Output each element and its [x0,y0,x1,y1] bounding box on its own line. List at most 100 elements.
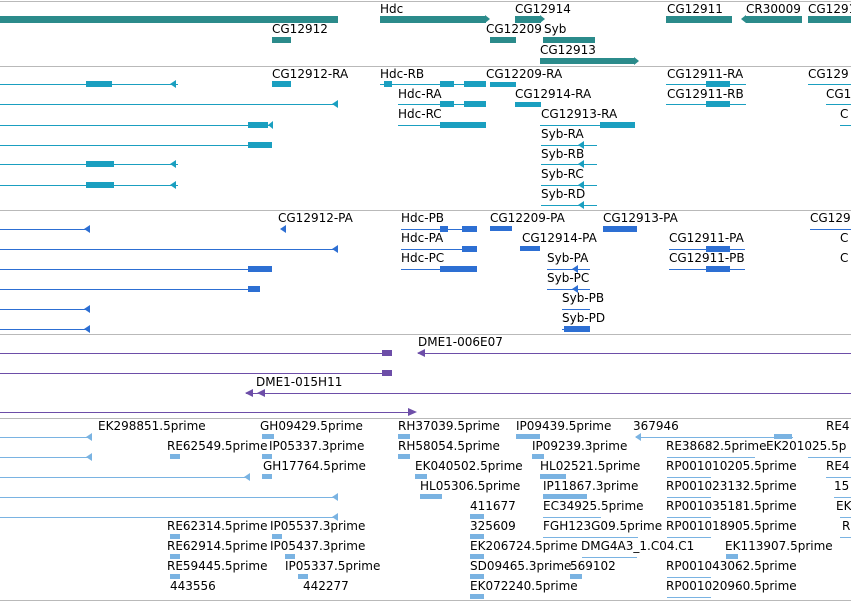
gene-label: CG1291 [808,2,851,16]
protein-feature[interactable] [603,226,637,232]
transcript-feature[interactable] [541,145,597,146]
est-feature[interactable] [582,557,637,558]
est-feature[interactable] [470,554,484,559]
est-feature[interactable] [840,537,851,538]
gene-feature[interactable] [746,16,802,23]
est-feature[interactable] [298,574,308,579]
protein-label: CG12911-PB [669,251,745,265]
protein-feature[interactable] [0,309,90,310]
est-feature[interactable] [840,517,851,518]
clone-feature[interactable] [0,373,392,374]
clone-feature[interactable] [418,353,851,354]
est-feature[interactable] [516,434,540,439]
transcript-feature[interactable] [808,84,851,85]
est-feature[interactable] [398,434,410,439]
est-feature[interactable] [170,574,180,579]
gene-feature[interactable] [0,16,338,23]
clone-feature[interactable] [0,353,392,354]
est-feature[interactable] [285,554,295,559]
est-feature[interactable] [834,497,851,498]
protein-feature[interactable] [0,289,260,290]
transcript-feature[interactable] [541,185,597,186]
gene-feature[interactable] [380,16,486,23]
protein-feature[interactable] [401,229,477,230]
protein-feature[interactable] [562,309,590,310]
est-feature[interactable] [262,454,272,459]
protein-feature[interactable] [490,226,512,231]
protein-feature[interactable] [0,329,90,330]
est-feature[interactable] [0,457,92,458]
transcript-feature[interactable] [0,145,272,146]
est-feature[interactable] [262,434,274,439]
est-feature[interactable] [667,497,711,498]
est-feature[interactable] [667,517,711,518]
transcript-feature[interactable] [0,104,338,105]
gene-feature[interactable] [540,58,635,64]
est-feature[interactable] [543,517,601,518]
est-feature[interactable] [543,494,587,499]
est-feature[interactable] [470,594,484,599]
est-feature[interactable] [0,497,338,498]
est-feature[interactable] [667,577,711,578]
protein-feature[interactable] [401,269,477,270]
est-feature[interactable] [470,534,484,539]
protein-feature[interactable] [547,289,590,290]
transcript-feature[interactable] [0,125,272,126]
transcript-feature[interactable] [272,81,291,87]
protein-label: CG12913-PA [603,211,678,225]
est-feature[interactable] [0,477,250,478]
est-feature[interactable] [415,474,427,479]
est-feature[interactable] [570,574,582,579]
protein-feature[interactable] [0,229,90,230]
est-feature[interactable] [726,554,738,559]
est-feature[interactable] [774,434,792,439]
gene-feature[interactable] [543,37,595,43]
est-feature[interactable] [540,474,566,479]
clone-feature[interactable] [246,393,851,394]
transcript-feature[interactable] [826,104,851,105]
protein-feature[interactable] [547,269,590,270]
est-feature[interactable] [420,494,442,499]
gene-feature[interactable] [666,16,732,23]
transcript-feature[interactable] [380,84,486,85]
est-feature[interactable] [0,517,338,518]
protein-label: CG129 [810,211,851,225]
est-feature[interactable] [170,554,180,559]
protein-feature[interactable] [0,269,272,270]
transcript-label: Hdc-RA [398,87,442,101]
est-feature[interactable] [543,537,638,538]
est-feature[interactable] [170,534,180,539]
est-feature[interactable] [170,454,180,459]
protein-feature[interactable] [401,249,477,250]
est-feature[interactable] [470,514,484,519]
est-feature[interactable] [0,437,92,438]
transcript-feature[interactable] [515,102,541,107]
est-feature[interactable] [398,454,410,459]
clone-feature[interactable] [0,412,410,413]
transcript-feature[interactable] [490,82,516,87]
protein-feature[interactable] [520,246,540,251]
est-feature[interactable] [470,574,484,579]
est-feature[interactable] [826,477,851,478]
gene-feature[interactable] [272,37,291,43]
transcript-label: Hdc-RC [398,107,442,121]
protein-feature[interactable] [810,229,851,230]
transcript-feature[interactable] [540,125,635,126]
transcript-feature[interactable] [840,125,851,126]
est-feature[interactable] [667,477,711,478]
est-feature[interactable] [667,597,711,598]
gene-feature[interactable] [808,16,851,23]
est-label: IP11867.3prime [543,479,639,493]
transcript-feature[interactable] [541,164,597,165]
est-feature[interactable] [262,474,272,479]
transcript-feature[interactable] [541,205,597,206]
est-feature[interactable] [272,534,282,539]
est-feature[interactable] [636,437,793,438]
est-feature[interactable] [667,537,711,538]
est-feature[interactable] [667,457,755,458]
gene-feature[interactable] [515,16,541,23]
gene-feature[interactable] [490,37,516,43]
protein-feature[interactable] [0,249,338,250]
est-feature[interactable] [808,457,851,458]
est-feature[interactable] [532,454,544,459]
